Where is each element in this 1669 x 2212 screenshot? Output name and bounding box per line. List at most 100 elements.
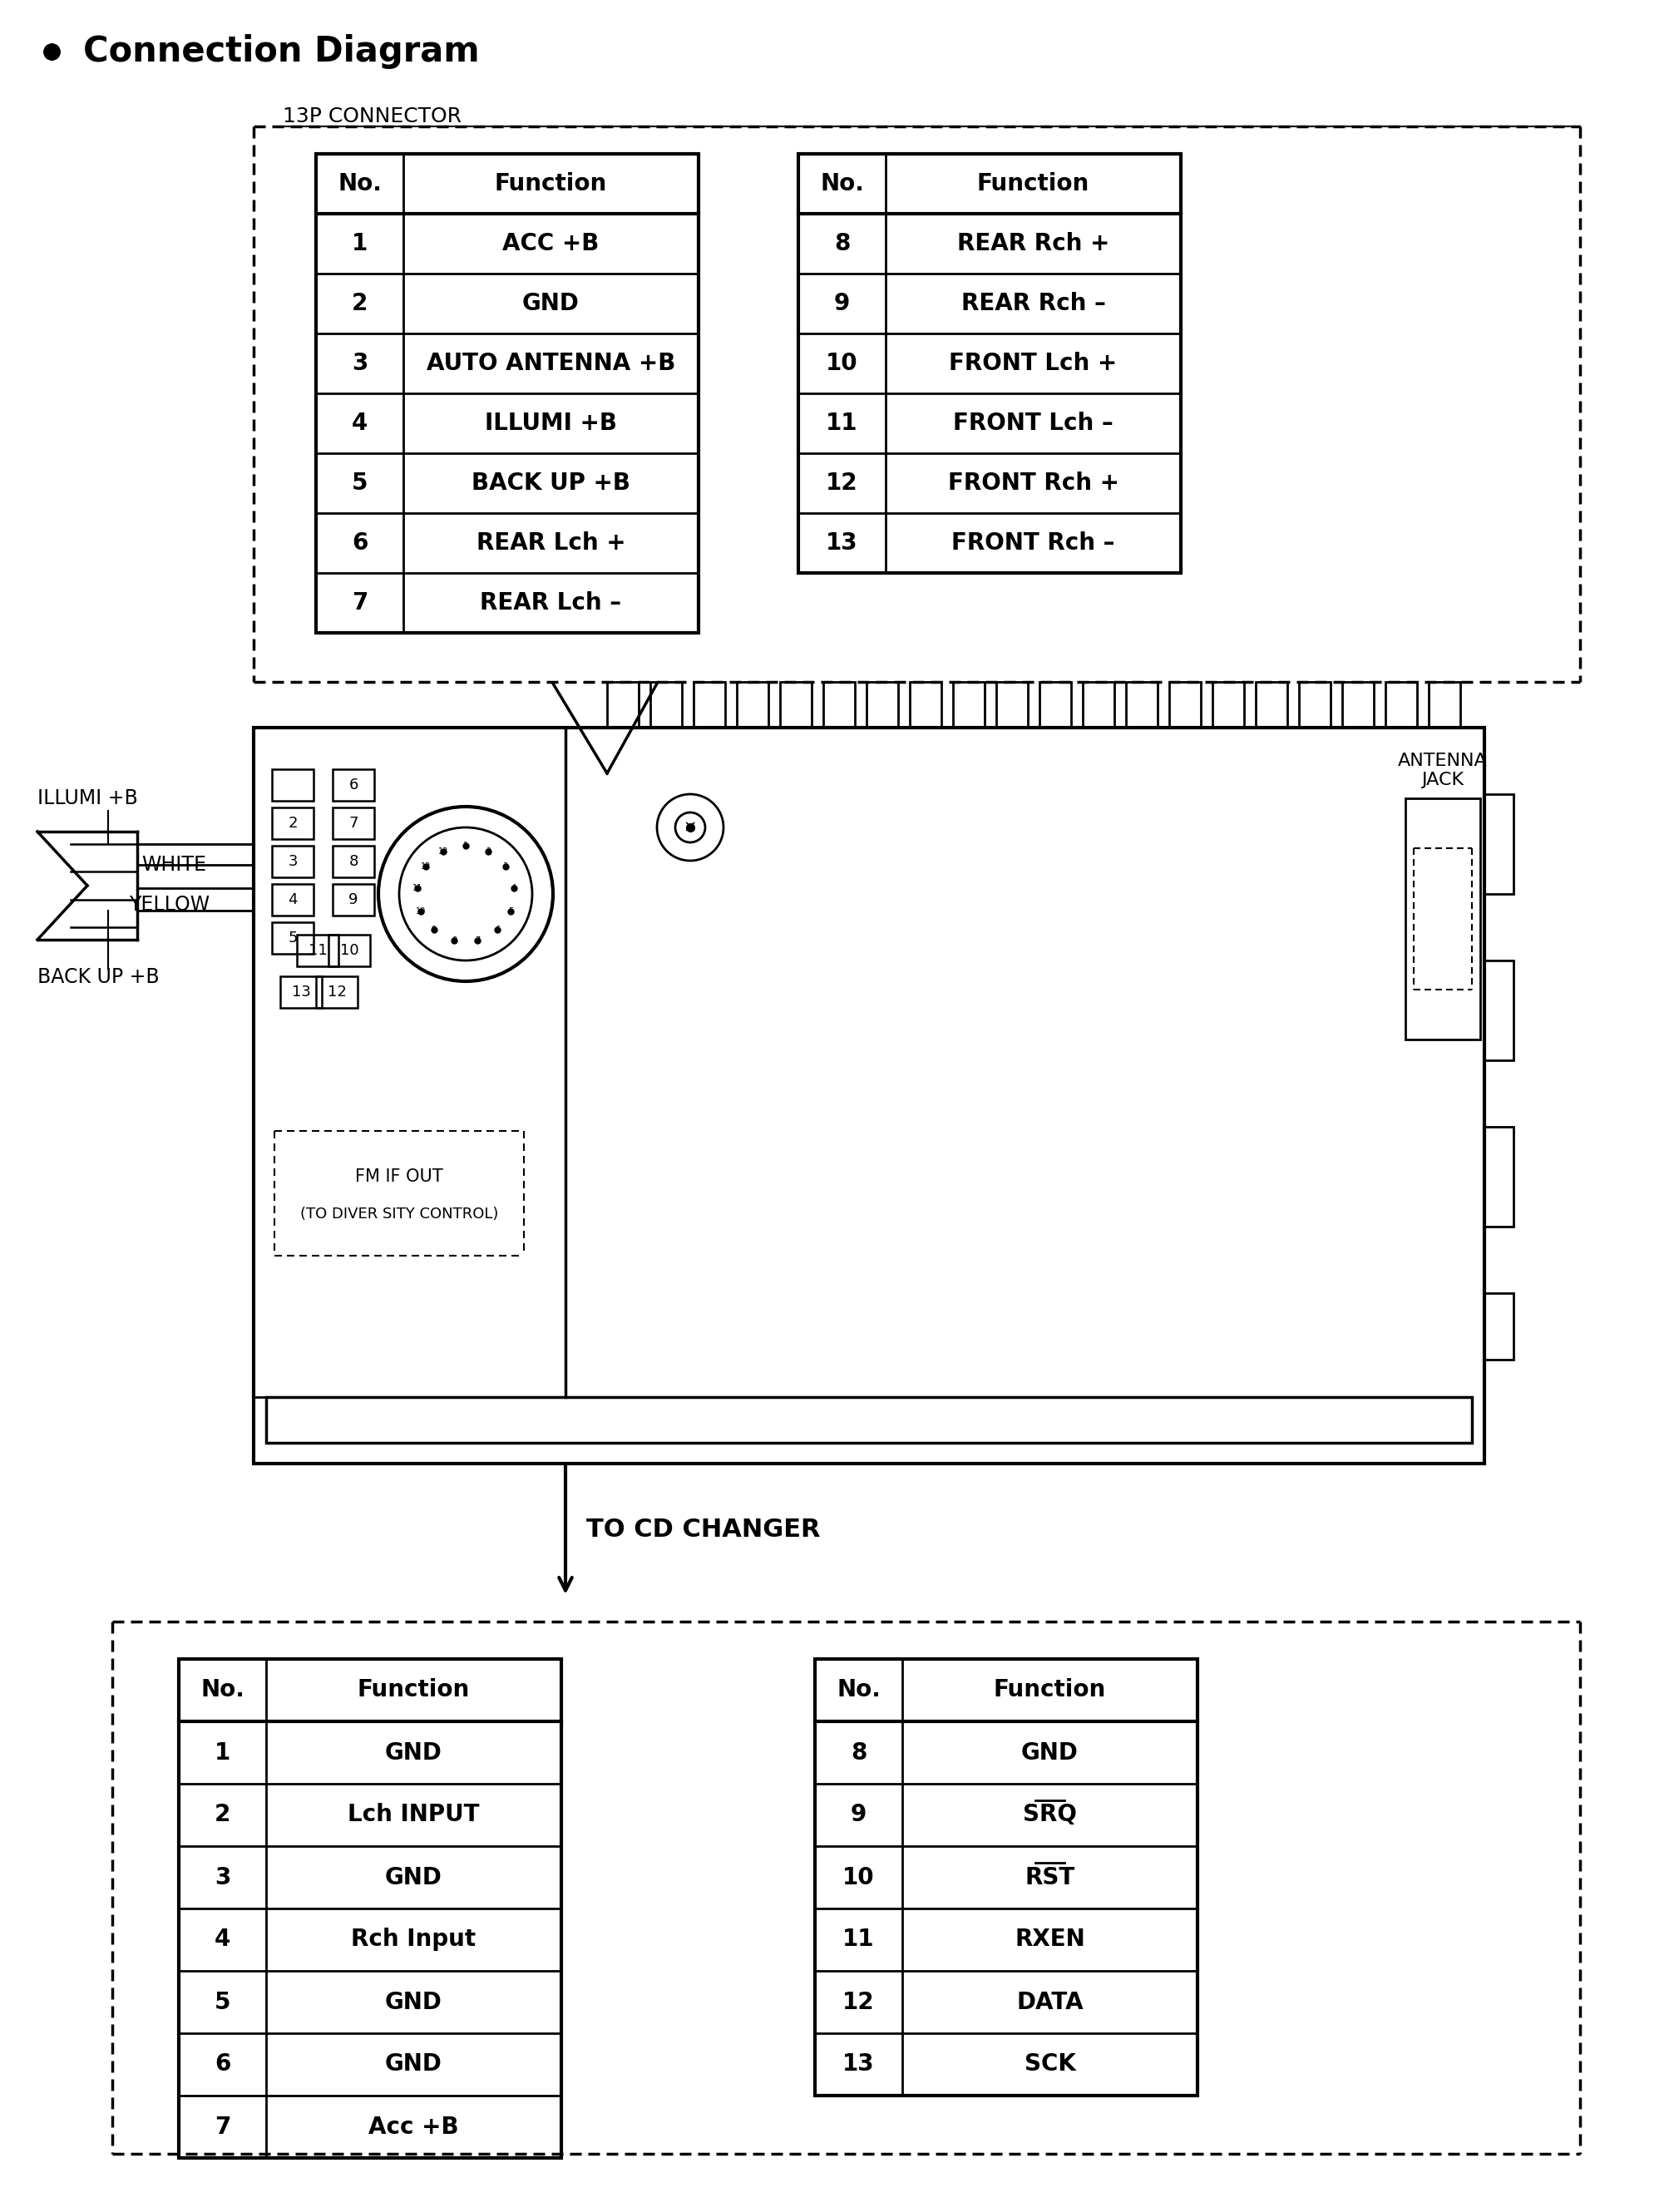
- Bar: [1127, 681, 1158, 728]
- Bar: [272, 807, 314, 838]
- Text: Function: Function: [993, 1679, 1107, 1701]
- Text: FRONT Rch +: FRONT Rch +: [948, 471, 1118, 495]
- Text: FRONT Lch –: FRONT Lch –: [953, 411, 1113, 436]
- Text: 6: 6: [352, 531, 367, 555]
- Text: 13: 13: [439, 847, 449, 856]
- Text: 3: 3: [502, 863, 507, 872]
- Bar: [823, 681, 855, 728]
- Bar: [272, 885, 314, 916]
- Bar: [329, 936, 371, 967]
- Text: ×: ×: [683, 818, 698, 836]
- Text: RST: RST: [1025, 1865, 1075, 1889]
- Text: 6: 6: [214, 2053, 230, 2077]
- Text: GND: GND: [522, 292, 579, 314]
- Text: 8: 8: [349, 854, 359, 869]
- Text: 4: 4: [511, 885, 516, 891]
- Bar: [315, 155, 699, 633]
- Bar: [315, 975, 357, 1009]
- Text: 13: 13: [843, 2053, 875, 2077]
- Bar: [1484, 1294, 1514, 1360]
- Bar: [1429, 681, 1460, 728]
- Text: 7: 7: [474, 936, 479, 945]
- Text: 12: 12: [843, 1991, 875, 2013]
- Text: 10: 10: [826, 352, 858, 376]
- Text: GND: GND: [386, 1865, 442, 1889]
- Bar: [272, 922, 314, 953]
- Text: 4: 4: [214, 1929, 230, 1951]
- Text: ILLUMI +B: ILLUMI +B: [37, 787, 139, 807]
- Bar: [1212, 681, 1243, 728]
- Text: SRQ: SRQ: [1023, 1803, 1077, 1827]
- Text: 9: 9: [851, 1803, 866, 1827]
- Text: 7: 7: [349, 816, 359, 832]
- Text: 2: 2: [486, 847, 491, 856]
- Bar: [1083, 681, 1115, 728]
- Bar: [953, 681, 985, 728]
- Text: 11: 11: [309, 942, 327, 958]
- Text: 5: 5: [289, 931, 297, 945]
- Text: FRONT Rch –: FRONT Rch –: [951, 531, 1115, 555]
- Text: Function: Function: [494, 173, 608, 195]
- Text: 4: 4: [352, 411, 367, 436]
- Text: 7: 7: [214, 2115, 230, 2139]
- Text: No.: No.: [200, 1679, 244, 1701]
- Bar: [332, 885, 374, 916]
- Bar: [254, 728, 566, 1398]
- Text: 9: 9: [834, 292, 850, 314]
- Text: 2: 2: [289, 816, 297, 832]
- Bar: [814, 1659, 1197, 2095]
- Text: REAR Rch +: REAR Rch +: [956, 232, 1110, 254]
- Bar: [280, 975, 322, 1009]
- Text: 6: 6: [349, 779, 359, 792]
- Bar: [1040, 681, 1071, 728]
- Bar: [332, 807, 374, 838]
- Text: 1: 1: [214, 1741, 230, 1765]
- Text: 12: 12: [327, 984, 345, 1000]
- Bar: [1484, 794, 1514, 894]
- Text: 11: 11: [826, 411, 858, 436]
- Text: BACK UP +B: BACK UP +B: [37, 967, 159, 987]
- Text: Rch Input: Rch Input: [350, 1929, 476, 1951]
- Bar: [651, 681, 683, 728]
- Text: RXEN: RXEN: [1015, 1929, 1085, 1951]
- Text: 8: 8: [452, 936, 457, 945]
- Text: ILLUMI +B: ILLUMI +B: [484, 411, 618, 436]
- Bar: [272, 845, 314, 878]
- Bar: [1255, 681, 1287, 728]
- Text: REAR Rch –: REAR Rch –: [961, 292, 1105, 314]
- Text: SCK: SCK: [1025, 2053, 1075, 2077]
- Text: 8: 8: [851, 1741, 866, 1765]
- Bar: [1342, 681, 1374, 728]
- Text: FM IF OUT: FM IF OUT: [355, 1168, 444, 1186]
- Bar: [332, 770, 374, 801]
- Text: Connection Diagram: Connection Diagram: [83, 33, 479, 69]
- Bar: [910, 681, 941, 728]
- Text: REAR Lch –: REAR Lch –: [481, 591, 621, 615]
- Text: No.: No.: [836, 1679, 881, 1701]
- Bar: [272, 770, 314, 801]
- Text: 5: 5: [352, 471, 367, 495]
- Text: 10: 10: [340, 942, 359, 958]
- Bar: [297, 936, 339, 967]
- Text: 11: 11: [843, 1929, 875, 1951]
- Text: Function: Function: [357, 1679, 471, 1701]
- Text: Lch INPUT: Lch INPUT: [347, 1803, 479, 1827]
- Text: 9: 9: [349, 891, 359, 907]
- Text: 13: 13: [826, 531, 858, 555]
- Bar: [1405, 799, 1480, 1040]
- Bar: [1170, 681, 1200, 728]
- Text: 2: 2: [352, 292, 367, 314]
- Text: AUTO ANTENNA +B: AUTO ANTENNA +B: [427, 352, 676, 376]
- Text: GND: GND: [386, 1991, 442, 2013]
- Bar: [179, 1659, 561, 2159]
- Bar: [608, 681, 639, 728]
- Text: FRONT Lch +: FRONT Lch +: [950, 352, 1117, 376]
- Bar: [866, 681, 898, 728]
- Text: WHITE: WHITE: [142, 854, 207, 874]
- Text: 12: 12: [826, 471, 858, 495]
- Bar: [1385, 681, 1417, 728]
- Text: DATA: DATA: [1016, 1991, 1083, 2013]
- Bar: [265, 1398, 1472, 1442]
- Text: 1: 1: [352, 232, 367, 254]
- Bar: [1298, 681, 1330, 728]
